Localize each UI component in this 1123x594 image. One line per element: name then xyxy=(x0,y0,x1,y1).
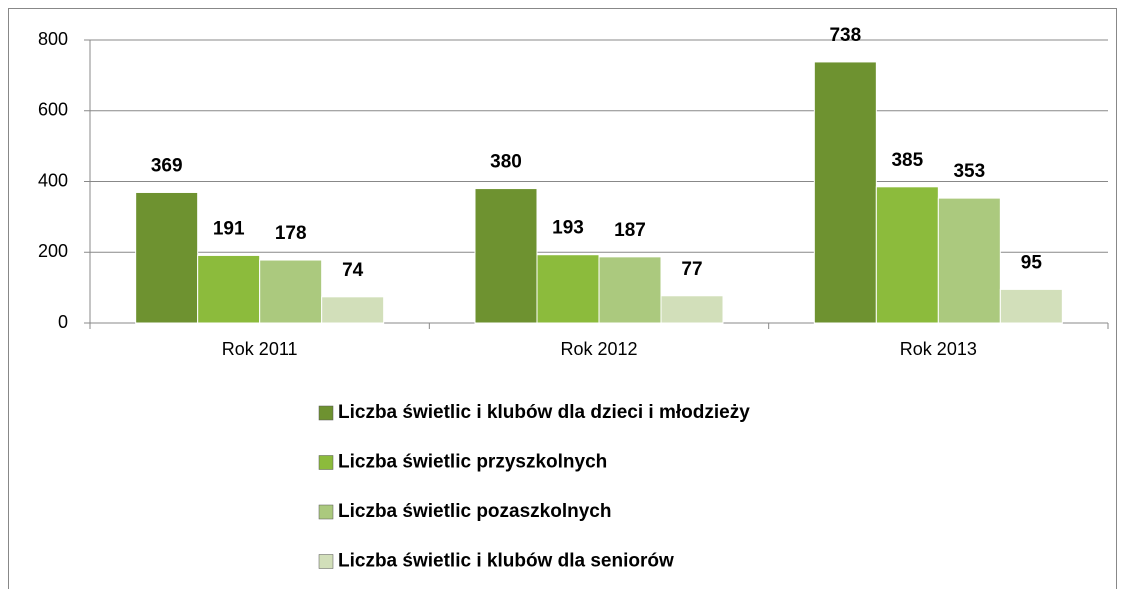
legend-label: Liczba świetlic przyszkolnych xyxy=(338,452,607,473)
bar xyxy=(598,256,662,324)
bar xyxy=(197,254,261,324)
bar xyxy=(474,188,538,324)
data-label: 380 xyxy=(490,152,522,173)
legend-swatch xyxy=(318,455,334,470)
bar xyxy=(660,295,724,324)
y-tick-label: 600 xyxy=(38,100,68,120)
legend-swatch xyxy=(318,504,334,520)
x-tick-label: Rok 2011 xyxy=(222,339,298,359)
data-label: 187 xyxy=(614,220,646,241)
data-label: 738 xyxy=(829,25,861,46)
y-tick-label: 0 xyxy=(58,312,68,332)
y-tick-label: 200 xyxy=(38,241,68,261)
legend-label: Liczba świetlic i klubów dla dzieci i mł… xyxy=(338,402,750,423)
data-label: 74 xyxy=(342,260,364,281)
bar xyxy=(813,61,877,324)
y-tick-label: 800 xyxy=(38,29,68,49)
bar xyxy=(321,296,385,324)
data-label: 369 xyxy=(151,155,183,176)
data-label: 191 xyxy=(213,218,245,239)
data-label: 385 xyxy=(891,150,923,171)
bar xyxy=(875,186,939,324)
bar xyxy=(259,259,323,324)
x-tick-label: Rok 2012 xyxy=(560,339,637,359)
legend-label: Liczba świetlic pozaszkolnych xyxy=(338,501,611,522)
bar xyxy=(937,197,1001,324)
legend-swatch xyxy=(318,554,334,569)
bar xyxy=(135,191,199,324)
legend-label: Liczba świetlic i klubów dla seniorów xyxy=(338,551,674,572)
data-label: 77 xyxy=(681,259,702,280)
data-label: 95 xyxy=(1021,252,1043,273)
bar xyxy=(536,254,600,324)
bar xyxy=(999,288,1063,324)
x-tick-label: Rok 2013 xyxy=(900,339,977,359)
data-label: 353 xyxy=(953,161,985,182)
data-label: 178 xyxy=(275,223,307,244)
chart-border xyxy=(8,8,1117,594)
y-tick-label: 400 xyxy=(38,170,68,190)
legend-swatch xyxy=(318,405,334,421)
data-label: 193 xyxy=(552,218,584,239)
